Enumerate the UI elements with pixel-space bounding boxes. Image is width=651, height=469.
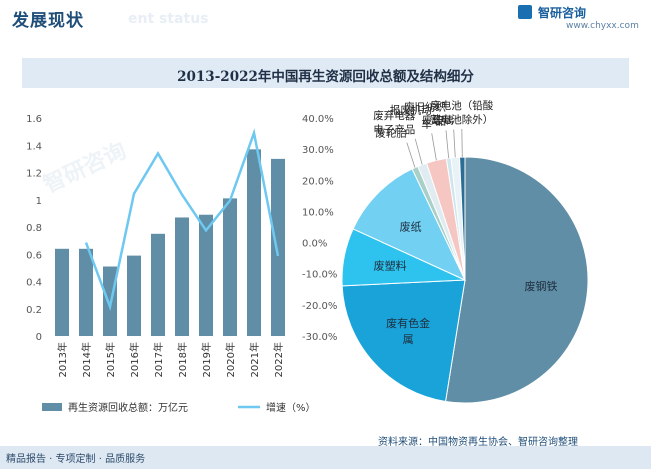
x-tick-label: 2020年 [224, 342, 237, 377]
brand-site: www.chyxx.com [566, 21, 639, 31]
y-right-tick-label: -10.0% [302, 270, 337, 281]
y-right-tick-label: 20.0% [302, 176, 334, 187]
x-tick-label: 2019年 [200, 342, 213, 377]
bar [151, 233, 165, 336]
pie-leader-line [453, 129, 456, 158]
footer-slogan: 精品报告 · 专项定制 · 品质服务 [6, 454, 146, 465]
y-left-tick-label: 0.2 [26, 305, 42, 316]
pie-slice [444, 156, 589, 404]
pie-label: 车 [421, 117, 432, 130]
brand-name: 智研咨询 [538, 6, 587, 20]
pie-label: 废玻璃 [422, 113, 454, 126]
pie-leader-line [414, 138, 423, 165]
pie-label: 报废机动 [390, 103, 432, 116]
x-tick-label: 2018年 [176, 342, 189, 377]
pie-slice [341, 279, 466, 403]
footer-band: 精品报告 · 专项定制 · 品质服务 [0, 446, 651, 469]
pie-leader-line [406, 142, 416, 168]
x-tick-label: 2016年 [128, 342, 141, 377]
y-right-tick-label: 30.0% [302, 145, 334, 156]
y-left-tick-label: 0.8 [26, 223, 42, 234]
source-note: 资料来源：中国物资再生协会、智研咨询整理 [378, 437, 578, 448]
legend-label: 再生资源回收总额：万亿元 [68, 401, 188, 414]
y-left-tick-label: 1.6 [26, 114, 42, 125]
y-right-tick-label: 10.0% [302, 207, 334, 218]
pie-label: 废电池（铅酸 [430, 99, 493, 112]
pie-label: 废有色金 [386, 316, 430, 330]
bar [247, 149, 261, 336]
pie-label: 废旧纺织 [404, 100, 446, 113]
y-left-tick-label: 0.4 [26, 278, 42, 289]
x-tick-label: 2021年 [248, 342, 261, 377]
y-right-tick-label: 0.0% [302, 239, 327, 250]
pie-label: 废轮胎 [375, 127, 407, 140]
x-tick-label: 2013年 [56, 342, 69, 377]
y-left-tick-label: 0.6 [26, 250, 42, 261]
pie-leader-line [431, 133, 437, 161]
pie-label: 废弃电器 [373, 109, 415, 122]
pie-label: 废纸 [400, 220, 422, 234]
pie-label: 品 [435, 115, 446, 127]
bar [175, 217, 189, 336]
pie-slice [352, 168, 467, 282]
section-title: 发展现状 [12, 11, 84, 31]
bar [127, 255, 141, 336]
pie-label: 电子产品 [373, 123, 415, 136]
legend-swatch-bar [42, 403, 62, 411]
x-tick-label: 2014年 [80, 342, 93, 377]
bar [271, 158, 285, 336]
y-right-tick-label: -20.0% [302, 301, 337, 312]
y-right-tick-label: 40.0% [302, 114, 334, 125]
chart-title: 2013-2022年中国再生资源回收总额及结构细分 [177, 69, 474, 85]
y-left-tick-label: 1.4 [26, 141, 42, 152]
header: 发展现状 ent status 智研咨询 www.chyxx.com [0, 0, 651, 40]
pie-label: 属 [403, 333, 414, 346]
brand-logo-icon [518, 5, 532, 19]
y-left-tick-label: 0 [36, 332, 42, 343]
pie-label: 蓄电池除外） [430, 113, 493, 126]
chart-title-band: 2013-2022年中国再生资源回收总额及结构细分 [22, 58, 629, 88]
y-left-tick-label: 1 [36, 196, 42, 207]
growth-line [84, 128, 280, 312]
section-ghost-text: ent status [128, 11, 209, 27]
pie-leader-line [445, 130, 450, 159]
legend-label: 增速（%） [266, 401, 316, 414]
y-right-tick-label: -30.0% [302, 332, 337, 343]
pie-label: 废塑料 [374, 259, 407, 273]
bar [79, 248, 93, 336]
pie-label: 废钢铁 [525, 279, 558, 293]
x-tick-label: 2017年 [152, 342, 165, 377]
bar [223, 198, 237, 336]
x-tick-label: 2022年 [272, 342, 285, 377]
bar [55, 248, 69, 336]
bar [199, 214, 213, 336]
x-tick-label: 2015年 [104, 342, 117, 377]
y-left-tick-label: 1.2 [26, 169, 42, 180]
